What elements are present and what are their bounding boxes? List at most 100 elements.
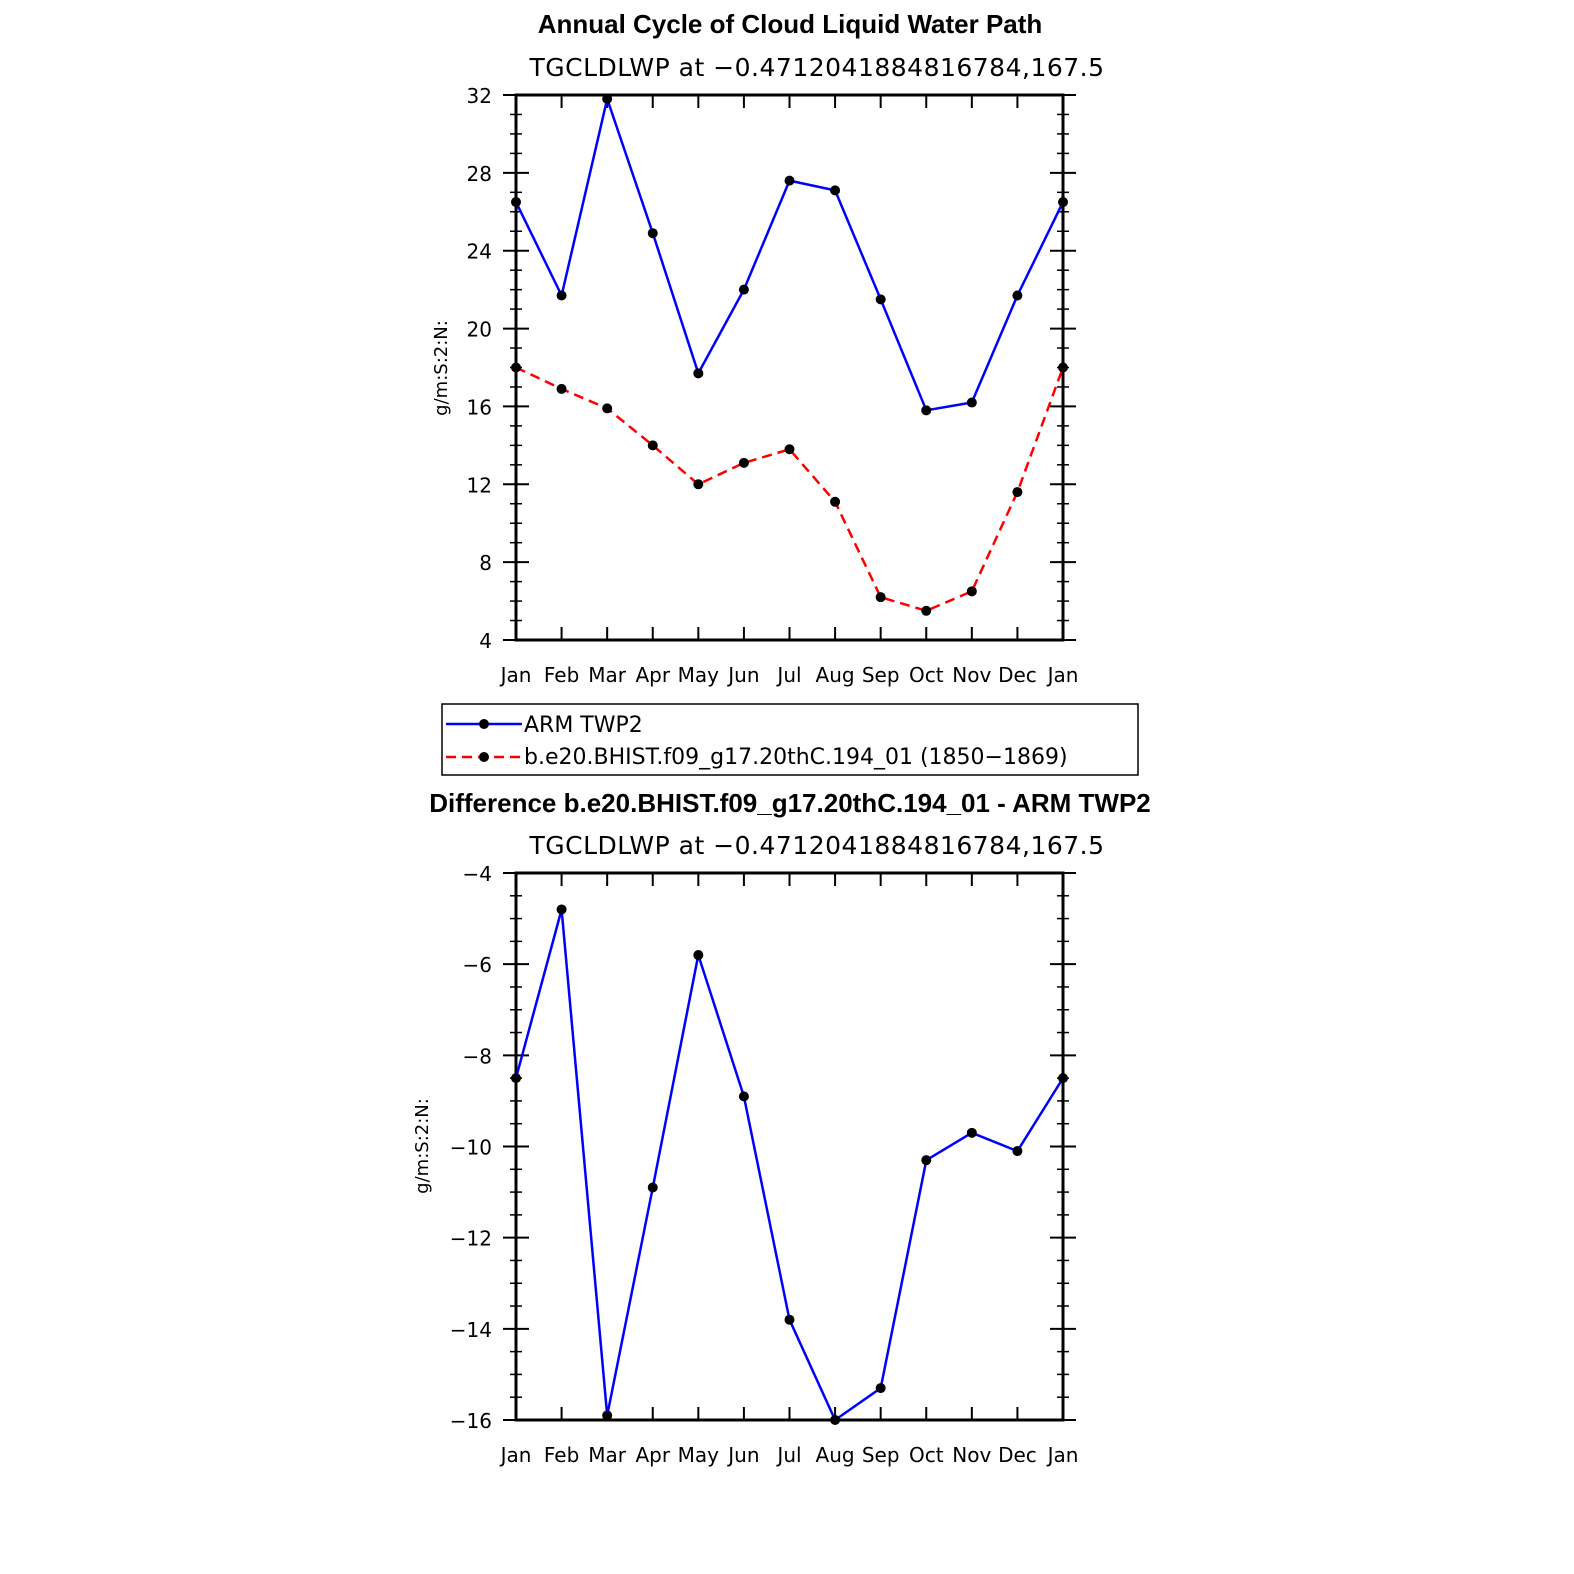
- chart-title: Annual Cycle of Cloud Liquid Water Path: [538, 9, 1043, 39]
- y-tick-label: −16: [450, 1409, 492, 1433]
- y-tick-label: −14: [450, 1318, 492, 1342]
- chart-subtitle: TGCLDLWP at −0.4712041884816784,167.5: [528, 831, 1104, 860]
- y-tick-label: −8: [463, 1044, 492, 1068]
- data-point: [830, 1415, 841, 1425]
- x-tick-label: Apr: [635, 663, 670, 687]
- y-tick-label: 12: [467, 473, 492, 497]
- data-point: [511, 1073, 521, 1084]
- data-point: [647, 1182, 658, 1193]
- data-point: [830, 185, 841, 196]
- x-tick-label: Oct: [909, 663, 944, 687]
- data-point: [1012, 1146, 1023, 1157]
- data-point: [1058, 362, 1068, 373]
- y-tick-label: −4: [463, 862, 492, 886]
- series-line: [514, 908, 1065, 1422]
- data-point: [1058, 197, 1068, 208]
- x-tick-label: Jun: [726, 1443, 759, 1467]
- data-point: [511, 362, 521, 373]
- x-tick-label: Mar: [588, 1443, 627, 1467]
- x-tick-label: Jan: [499, 1443, 532, 1467]
- y-tick-label: 24: [467, 240, 492, 264]
- y-axis-label: g/m:S:2:N:: [412, 1098, 433, 1194]
- data-point: [556, 290, 567, 301]
- legend-label-arm-twp2: ARM TWP2: [524, 713, 643, 738]
- data-point: [784, 1314, 795, 1325]
- data-point: [556, 904, 567, 915]
- x-tick-label: Jul: [775, 663, 801, 687]
- x-tick-label: Jun: [726, 663, 759, 687]
- x-tick-label: May: [678, 1443, 720, 1467]
- data-point: [875, 592, 886, 603]
- data-point: [784, 444, 795, 455]
- y-tick-label: 4: [479, 629, 492, 653]
- x-tick-label: Dec: [998, 1443, 1037, 1467]
- data-point: [875, 1383, 886, 1394]
- data-point: [784, 175, 795, 186]
- x-tick-label: Nov: [952, 663, 991, 687]
- data-point: [738, 284, 749, 295]
- legend-marker-arm-twp2: [479, 719, 489, 729]
- x-tick-label: Aug: [816, 1443, 855, 1467]
- series-line: [514, 97, 1065, 412]
- data-point: [738, 1091, 749, 1102]
- x-tick-label: Jan: [499, 663, 532, 687]
- y-tick-label: −6: [463, 953, 492, 977]
- x-tick-label: Nov: [952, 1443, 991, 1467]
- data-point: [511, 197, 521, 208]
- x-tick-label: Sep: [862, 1443, 900, 1467]
- data-point: [647, 440, 658, 451]
- chart-subtitle: TGCLDLWP at −0.4712041884816784,167.5: [528, 53, 1104, 82]
- plot-area: Jan Feb Mar Apr May Jun Jul Aug Sep Oct Nov Dec Jan−…: [450, 862, 1079, 1467]
- plot-frame: [514, 871, 1065, 1422]
- y-tick-label: 8: [479, 551, 492, 575]
- data-point: [921, 605, 932, 616]
- series-line: [515, 366, 1065, 613]
- y-tick-label: 28: [467, 162, 492, 186]
- y-tick-label: 16: [467, 395, 492, 419]
- data-point: [738, 457, 749, 468]
- data-point: [921, 1155, 932, 1166]
- difference-chart: Difference b.e20.BHIST.f09_g17.20thC.194…: [412, 788, 1151, 1467]
- x-tick-label: Jan: [1046, 1443, 1079, 1467]
- data-point: [921, 405, 932, 416]
- x-tick-label: May: [678, 663, 720, 687]
- data-point: [693, 950, 704, 961]
- data-point: [602, 403, 613, 414]
- x-tick-label: Aug: [816, 663, 855, 687]
- data-point: [1058, 1073, 1068, 1084]
- y-tick-label: −10: [450, 1136, 492, 1160]
- data-point: [966, 1127, 977, 1138]
- y-tick-label: 32: [467, 84, 492, 108]
- data-point: [556, 383, 567, 394]
- data-point: [966, 586, 977, 597]
- x-tick-label: Jan: [1046, 663, 1079, 687]
- x-tick-label: Sep: [862, 663, 900, 687]
- y-axis-label: g/m:S:2:N:: [431, 320, 452, 416]
- legend-box: [441, 703, 1139, 776]
- data-point: [1012, 487, 1023, 498]
- x-tick-label: Feb: [544, 1443, 579, 1467]
- data-point: [647, 228, 658, 239]
- y-tick-label: 20: [467, 318, 492, 342]
- data-point: [875, 294, 886, 305]
- data-point: [602, 1410, 613, 1421]
- x-tick-label: Apr: [635, 1443, 670, 1467]
- legend: ARM TWP2 b.e20.BHIST.f09_g17.20thC.194_0…: [441, 703, 1139, 776]
- data-point: [693, 368, 704, 379]
- x-tick-label: Jul: [775, 1443, 801, 1467]
- data-point: [602, 93, 613, 104]
- annual-cycle-chart: Annual Cycle of Cloud Liquid Water Path …: [431, 9, 1104, 687]
- plot-area: Jan Feb Mar Apr May Jun Jul Aug Sep Oct Nov Dec Jan 4…: [467, 84, 1079, 687]
- data-point: [1012, 290, 1023, 301]
- data-point: [966, 397, 977, 408]
- x-tick-label: Mar: [588, 663, 627, 687]
- data-point: [830, 496, 841, 507]
- y-tick-label: −12: [450, 1227, 492, 1251]
- data-point: [693, 479, 704, 490]
- chart-title: Difference b.e20.BHIST.f09_g17.20thC.194…: [429, 788, 1151, 818]
- x-tick-label: Oct: [909, 1443, 944, 1467]
- x-tick-label: Dec: [998, 663, 1037, 687]
- x-tick-label: Feb: [544, 663, 579, 687]
- legend-label-model: b.e20.BHIST.f09_g17.20thC.194_01 (1850−1…: [524, 745, 1068, 770]
